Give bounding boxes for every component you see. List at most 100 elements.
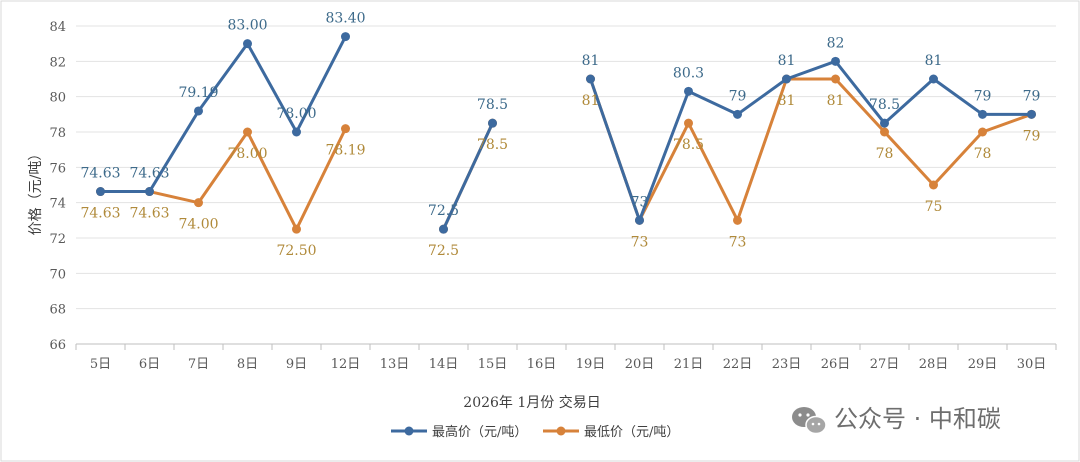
x-tick-label: 9日 <box>286 357 307 372</box>
low-point[interactable] <box>194 198 203 208</box>
low-data-label: 81 <box>582 93 600 109</box>
low-series-line <box>589 77 1033 222</box>
legend-marker-high <box>404 426 414 436</box>
low-point[interactable] <box>880 127 889 137</box>
high-point[interactable] <box>145 187 154 197</box>
high-data-label: 80.3 <box>673 65 704 81</box>
legend-marker-low <box>556 426 566 436</box>
low-data-label: 78.5 <box>673 137 704 153</box>
watermark-text: 公众号 · 中和碳 <box>834 405 1001 433</box>
low-point[interactable] <box>243 127 252 137</box>
high-data-label: 83.00 <box>227 18 267 34</box>
x-tick-label: 23日 <box>772 357 802 372</box>
legend-label-high: 最高价（元/吨） <box>432 424 527 440</box>
high-data-label: 83.40 <box>325 11 365 27</box>
high-point[interactable] <box>96 187 105 197</box>
low-data-label: 73 <box>631 234 649 250</box>
high-data-label: 78.5 <box>869 97 900 113</box>
low-point[interactable] <box>733 215 742 225</box>
x-tick-label: 20日 <box>625 357 655 372</box>
low-data-label: 78.00 <box>227 146 267 162</box>
x-tick-label: 15日 <box>478 357 508 372</box>
high-data-label: 79 <box>1023 88 1041 104</box>
high-point[interactable] <box>243 39 252 49</box>
high-data-label: 74.63 <box>80 166 120 182</box>
wechat-icon <box>792 407 827 435</box>
data-labels: 74.63 74.63 79.19 83.00 78.00 83.40 72.5 78.5 81… <box>80 11 1040 260</box>
y-tick-label: 78 <box>49 126 66 141</box>
x-axis-label: 2026年 1月份 交易日 <box>463 394 600 411</box>
y-tick-label: 84 <box>49 20 66 35</box>
low-point[interactable] <box>292 224 301 234</box>
legend-label-low: 最低价（元/吨） <box>584 425 679 440</box>
high-point[interactable] <box>733 109 742 119</box>
high-point[interactable] <box>439 224 448 234</box>
high-data-label: 82 <box>827 35 845 51</box>
x-tick-label: 22日 <box>723 357 753 372</box>
x-tick-label: 26日 <box>821 357 851 372</box>
y-axis-label: 价格（元/吨） <box>28 147 44 236</box>
gridlines <box>76 25 1056 345</box>
low-data-label: 79 <box>1023 128 1041 144</box>
x-tick-label: 27日 <box>870 357 900 372</box>
y-tick-label: 82 <box>49 55 66 70</box>
high-point[interactable] <box>831 56 840 66</box>
x-axis-ticks: 5日 6日 7日 8日 9日 12日 13日 14日 15日 16日 19日 20日 21日 22日 23日… <box>75 344 1057 372</box>
y-tick-label: 74 <box>49 197 66 212</box>
high-data-label: 78.00 <box>276 106 316 122</box>
low-data-label: 74.63 <box>80 206 120 222</box>
low-data-label: 78 <box>974 146 992 162</box>
x-tick-label: 30日 <box>1017 357 1047 372</box>
high-point[interactable] <box>488 118 497 128</box>
y-tick-label: 80 <box>49 91 66 106</box>
high-point[interactable] <box>341 32 350 42</box>
x-tick-label: 7日 <box>188 357 209 372</box>
high-point[interactable] <box>880 118 889 128</box>
low-data-label: 81 <box>778 93 796 109</box>
low-data-label: 78 <box>876 146 894 162</box>
high-data-label: 79 <box>729 88 747 104</box>
low-data-label: 72.50 <box>276 243 316 259</box>
low-data-label: 75 <box>925 199 943 215</box>
high-data-label: 74.63 <box>129 166 169 182</box>
high-series-line <box>442 122 494 230</box>
high-data-label: 79.19 <box>178 85 218 101</box>
high-point[interactable] <box>635 215 644 225</box>
high-data-label: 81 <box>582 53 600 69</box>
x-tick-label: 5日 <box>90 357 111 372</box>
y-tick-label: 72 <box>49 232 66 247</box>
high-data-label: 79 <box>974 88 992 104</box>
watermark: 公众号 · 中和碳 <box>792 405 1001 435</box>
high-point[interactable] <box>684 86 693 96</box>
y-tick-label: 68 <box>49 303 66 318</box>
low-data-label: 78.5 <box>477 137 508 153</box>
high-point[interactable] <box>586 74 595 84</box>
low-data-label: 78.19 <box>325 143 365 159</box>
series-lines <box>96 32 1036 234</box>
high-data-label: 81 <box>925 53 943 69</box>
low-point[interactable] <box>978 127 987 137</box>
legend-item-low[interactable]: 最低价（元/吨） <box>543 425 679 440</box>
low-point[interactable] <box>929 180 938 190</box>
low-point[interactable] <box>684 118 693 128</box>
x-tick-label: 19日 <box>576 357 606 372</box>
legend: 最高价（元/吨） 最低价（元/吨） <box>391 424 679 440</box>
low-data-label: 74.00 <box>178 217 218 233</box>
high-data-label: 81 <box>778 53 796 69</box>
high-point[interactable] <box>194 106 203 116</box>
low-point[interactable] <box>341 124 350 134</box>
low-data-label: 73 <box>729 234 747 250</box>
low-point[interactable] <box>831 74 840 84</box>
high-point[interactable] <box>978 109 987 119</box>
high-point[interactable] <box>929 74 938 84</box>
legend-item-high[interactable]: 最高价（元/吨） <box>391 424 527 440</box>
x-tick-label: 14日 <box>429 357 459 372</box>
high-point[interactable] <box>1027 109 1036 119</box>
y-tick-label: 76 <box>49 161 66 176</box>
y-tick-label: 66 <box>49 338 66 353</box>
high-point[interactable] <box>782 74 791 84</box>
high-point[interactable] <box>292 127 301 137</box>
x-tick-label: 28日 <box>919 357 949 372</box>
